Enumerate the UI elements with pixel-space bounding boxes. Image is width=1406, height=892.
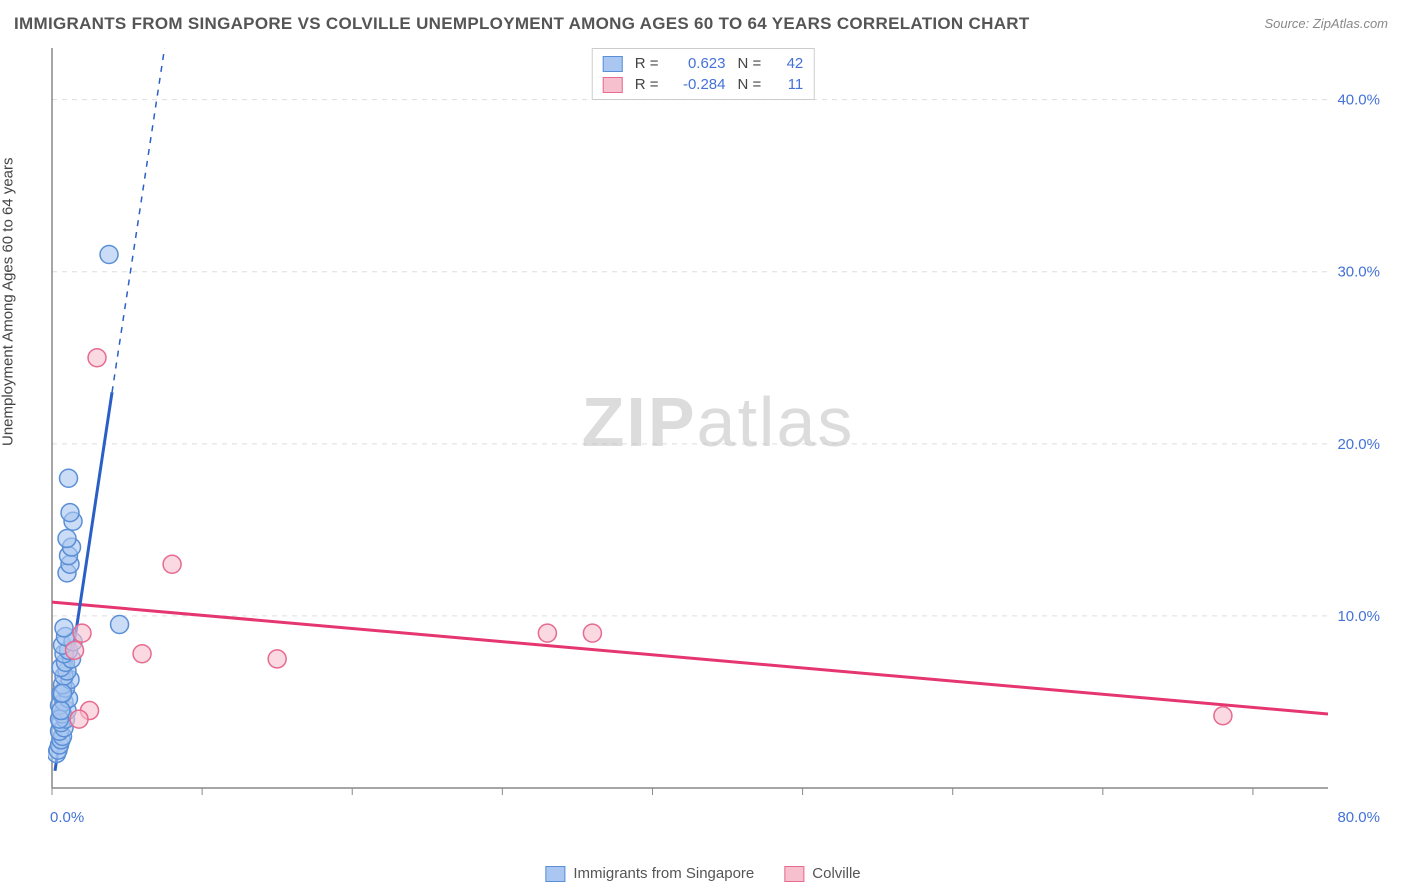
legend-label-singapore: Immigrants from Singapore	[573, 865, 754, 882]
r-label: R =	[635, 76, 659, 93]
n-label: N =	[738, 55, 762, 72]
r-value-singapore: 0.623	[671, 55, 726, 72]
plot-area: 10.0%20.0%30.0%40.0%0.0%80.0% ZIPatlas	[48, 48, 1388, 828]
n-value-colville: 11	[773, 76, 803, 93]
legend-row-singapore: R = 0.623 N = 42	[603, 53, 804, 74]
legend-swatch-colville	[603, 77, 623, 93]
legend-swatch-singapore	[603, 56, 623, 72]
r-label: R =	[635, 55, 659, 72]
svg-text:0.0%: 0.0%	[50, 809, 84, 826]
legend-swatch-singapore	[545, 866, 565, 882]
chart-title: IMMIGRANTS FROM SINGAPORE VS COLVILLE UN…	[14, 14, 1030, 34]
legend-label-colville: Colville	[812, 865, 860, 882]
chart-container: IMMIGRANTS FROM SINGAPORE VS COLVILLE UN…	[0, 0, 1406, 892]
legend-item-singapore: Immigrants from Singapore	[545, 865, 754, 882]
source-attribution: Source: ZipAtlas.com	[1264, 16, 1388, 31]
r-value-colville: -0.284	[671, 76, 726, 93]
svg-text:30.0%: 30.0%	[1337, 264, 1380, 281]
correlation-legend: R = 0.623 N = 42 R = -0.284 N = 11	[592, 48, 815, 100]
svg-text:20.0%: 20.0%	[1337, 436, 1380, 453]
legend-swatch-colville	[784, 866, 804, 882]
chart-svg: 10.0% 20.0% 30.0% 40.0% 0.0% 80.0%	[48, 48, 1388, 828]
legend-item-colville: Colville	[784, 865, 860, 882]
legend-row-colville: R = -0.284 N = 11	[603, 74, 804, 95]
svg-text:10.0%: 10.0%	[1337, 608, 1380, 625]
n-value-singapore: 42	[773, 55, 803, 72]
svg-text:40.0%: 40.0%	[1337, 92, 1380, 109]
series-legend: Immigrants from Singapore Colville	[545, 865, 860, 882]
y-axis-label: Unemployment Among Ages 60 to 64 years	[0, 157, 17, 446]
n-label: N =	[738, 76, 762, 93]
svg-text:80.0%: 80.0%	[1337, 809, 1380, 826]
